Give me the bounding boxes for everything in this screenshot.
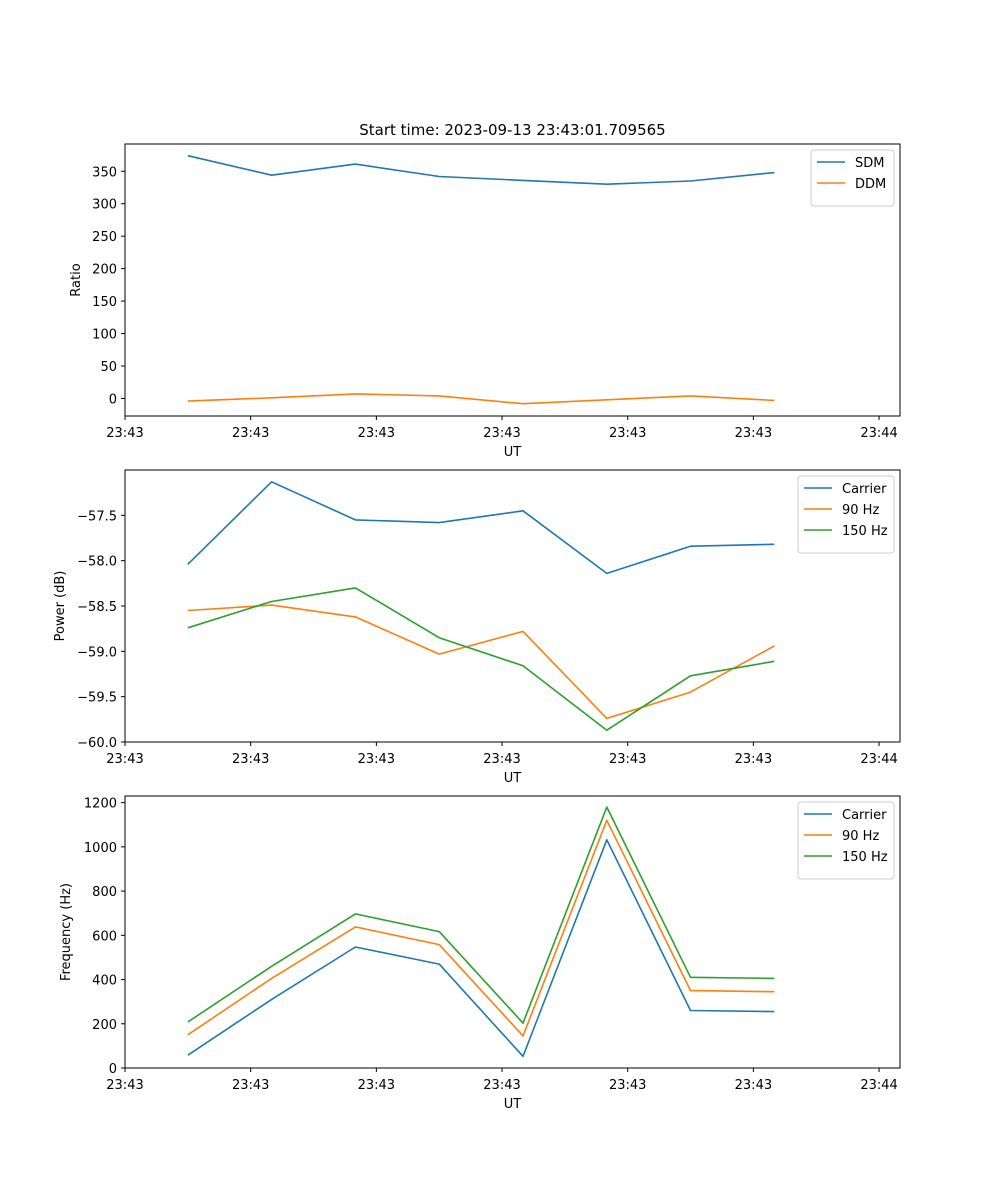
- legend-box: [797, 801, 895, 880]
- y-tick-label: 800: [92, 885, 117, 900]
- legend-box: [797, 475, 895, 554]
- x-tick-label: 23:43: [483, 1078, 520, 1093]
- chart-1: Start time: 2023-09-13 23:43:01.709565 23…: [69, 121, 901, 460]
- x-tick-label: 23:43: [232, 752, 269, 767]
- y-tick-label: −59.5: [77, 691, 117, 706]
- y-axis-label: Power (dB): [53, 571, 68, 642]
- y-axis-label: Ratio: [69, 263, 84, 296]
- x-tick-label: 23:43: [735, 752, 772, 767]
- x-tick-label: 23:43: [735, 426, 772, 441]
- x-tick-label: 23:44: [860, 1078, 897, 1093]
- legend-box: [810, 149, 895, 207]
- series-line-150-hz: [187, 587, 775, 732]
- chart-title: Start time: 2023-09-13 23:43:01.709565: [359, 121, 665, 139]
- series-line-carrier: [187, 480, 775, 575]
- x-tick-label: 23:43: [609, 752, 646, 767]
- y-tick-label: −57.5: [77, 509, 117, 524]
- x-tick-label: 23:44: [860, 752, 897, 767]
- y-tick-label: 1200: [84, 797, 117, 812]
- x-tick-label: 23:43: [358, 426, 395, 441]
- y-tick-label: −60.0: [77, 736, 117, 751]
- y-tick-label: 1000: [84, 841, 117, 856]
- x-tick-label: 23:44: [860, 426, 897, 441]
- legend-label: Carrier: [842, 482, 887, 497]
- series-line-90-hz: [187, 604, 775, 720]
- series-line-carrier: [187, 838, 775, 1058]
- y-tick-label: 200: [92, 1018, 117, 1033]
- x-tick-label: 23:43: [358, 752, 395, 767]
- x-tick-label: 23:43: [358, 1078, 395, 1093]
- legend: SDM DDM: [810, 149, 895, 207]
- legend: Carrier 90 Hz 150 Hz: [797, 801, 895, 880]
- legend-label: 150 Hz: [842, 850, 888, 865]
- y-tick-label: 200: [92, 263, 117, 278]
- x-axis-label: UT: [504, 1097, 522, 1112]
- x-tick-label: 23:43: [232, 426, 269, 441]
- y-tick-label: −58.5: [77, 600, 117, 615]
- x-tick-label: 23:43: [106, 752, 143, 767]
- y-tick-label: 0: [109, 392, 117, 407]
- series-line-150-hz: [187, 806, 775, 1024]
- x-tick-label: 23:43: [609, 426, 646, 441]
- legend-label: 150 Hz: [842, 524, 888, 539]
- plot-frame: [124, 143, 901, 417]
- y-tick-label: 600: [92, 929, 117, 944]
- x-tick-label: 23:43: [106, 426, 143, 441]
- y-tick-label: −59.0: [77, 645, 117, 660]
- series-line-ddm: [187, 393, 775, 405]
- x-tick-label: 23:43: [483, 426, 520, 441]
- x-tick-label: 23:43: [483, 752, 520, 767]
- series-line-sdm: [187, 154, 775, 185]
- series-line-90-hz: [187, 819, 775, 1037]
- plot-frame: [124, 795, 901, 1069]
- legend-label: SDM: [855, 156, 884, 171]
- chart-2: 23:43 23:43 23:43 23:43 23:43 23:43 23:44 −60.0…: [53, 469, 901, 786]
- legend-label: 90 Hz: [842, 829, 879, 844]
- y-axis-label: Frequency (Hz): [59, 883, 74, 981]
- y-tick-label: 150: [92, 295, 117, 310]
- y-tick-label: −58.0: [77, 555, 117, 570]
- y-tick-label: 250: [92, 230, 117, 245]
- x-tick-label: 23:43: [609, 1078, 646, 1093]
- legend-label: 90 Hz: [842, 503, 879, 518]
- y-tick-label: 50: [100, 360, 117, 375]
- x-axis-label: UT: [504, 445, 522, 460]
- x-tick-label: 23:43: [232, 1078, 269, 1093]
- legend-label: DDM: [855, 177, 886, 192]
- legend: Carrier 90 Hz 150 Hz: [797, 475, 895, 554]
- y-tick-label: 0: [109, 1062, 117, 1077]
- y-tick-label: 100: [92, 328, 117, 343]
- y-tick-label: 300: [92, 198, 117, 213]
- x-tick-label: 23:43: [106, 1078, 143, 1093]
- x-axis-label: UT: [504, 771, 522, 786]
- chart-3: 23:43 23:43 23:43 23:43 23:43 23:43 23:44 0 200 4…: [59, 795, 901, 1112]
- y-tick-label: 400: [92, 974, 117, 989]
- x-tick-label: 23:43: [735, 1078, 772, 1093]
- legend-label: Carrier: [842, 808, 887, 823]
- y-tick-label: 350: [92, 165, 117, 180]
